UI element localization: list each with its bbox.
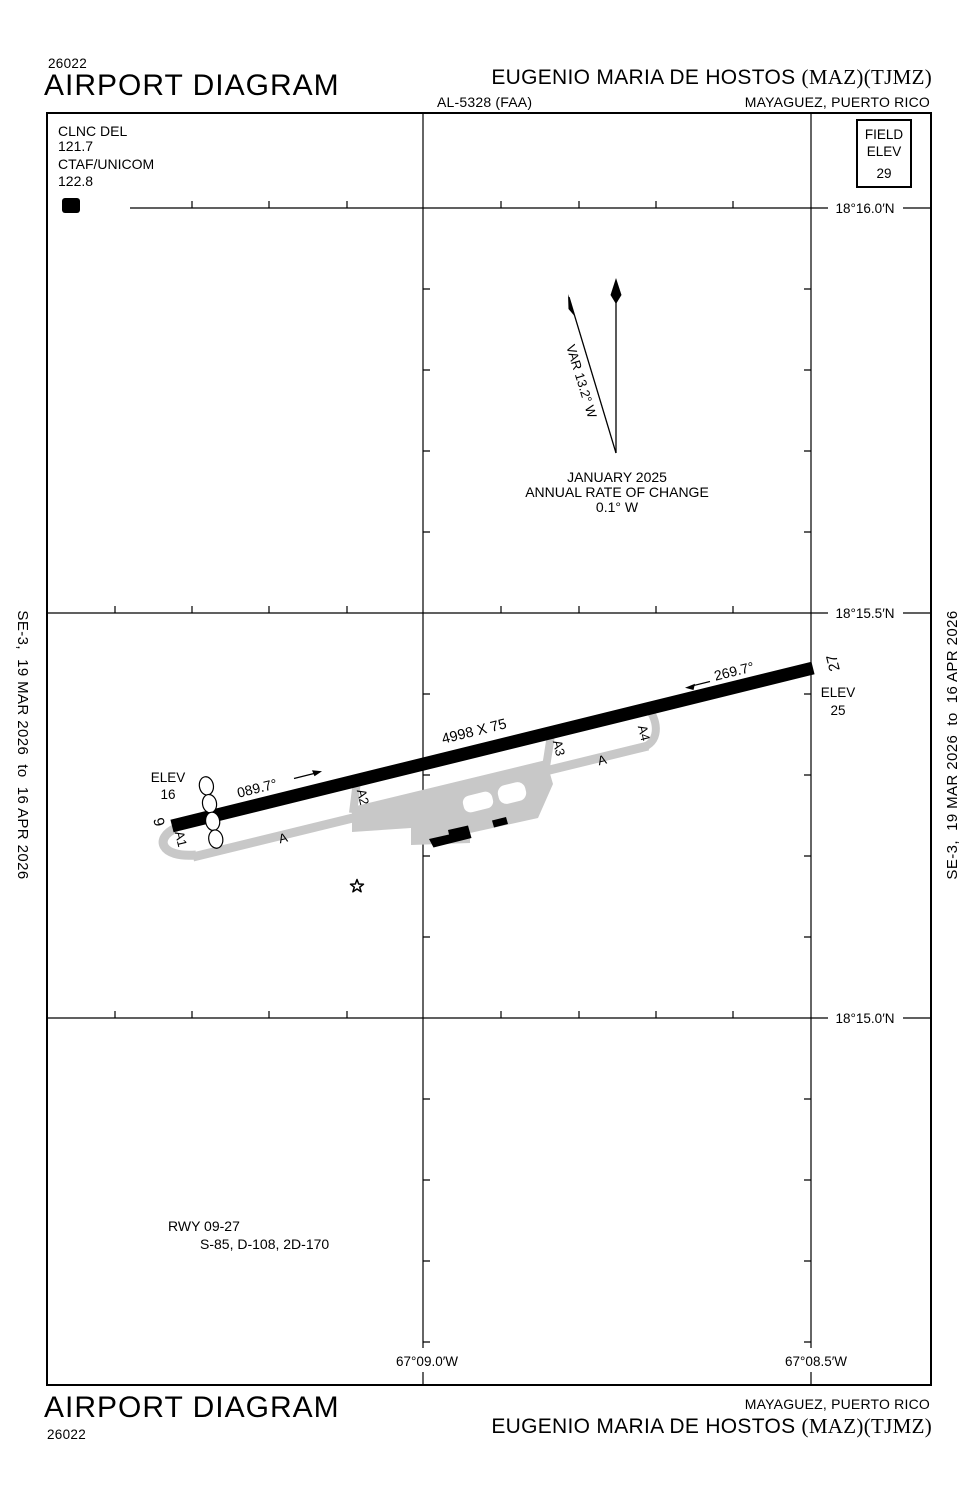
beacon-star-icon	[349, 878, 365, 893]
taxiway-label-a-west: A	[277, 830, 289, 847]
annual-rate-value: 0.1° W	[596, 499, 639, 515]
lon-label-09-0: 67°09.0′W	[396, 1354, 458, 1369]
ellipse-chain-loop	[198, 776, 215, 796]
variation-date: JANUARY 2025	[567, 469, 667, 485]
taxiway-label-a1: A1	[172, 829, 190, 848]
taxiway-a3	[542, 734, 555, 768]
runway-info-line2: S-85, D-108, 2D-170	[200, 1236, 329, 1252]
longitude-tick-marks	[423, 288, 811, 1343]
map-border	[46, 112, 932, 1386]
clearance-delivery-symbol: D	[67, 200, 76, 214]
airport-name-bottom: EUGENIO MARIA DE HOSTOS	[491, 1415, 802, 1438]
runway-number-27: 27	[823, 653, 844, 673]
lat-label-15-0: 18°15.0′N	[836, 1011, 895, 1026]
runway-info-line1: RWY 09-27	[168, 1218, 240, 1234]
clnc-del-freq: 121.7	[58, 138, 93, 154]
field-elev-value: 29	[876, 166, 891, 181]
city-top: MAYAGUEZ, PUERTO RICO	[744, 94, 930, 110]
runway-number-9: 9	[149, 816, 168, 828]
apron-island	[497, 782, 527, 804]
airport-codes-bottom: (MAZ)(TJMZ)	[801, 1414, 932, 1438]
terminal-building	[429, 825, 472, 848]
field-elev-box	[856, 119, 912, 188]
runway-09-27	[170, 661, 815, 833]
ctaf-unicom-label: CTAF/UNICOM	[58, 156, 154, 172]
clnc-del-label: CLNC DEL	[58, 123, 127, 139]
course-arrowhead-east-icon	[312, 770, 322, 777]
magnetic-north-arrowhead-icon	[568, 294, 575, 316]
ellipse-chain-symbol	[198, 776, 224, 849]
airport-title-bottom: EUGENIO MARIA DE HOSTOS (MAZ)(TJMZ)	[491, 1414, 932, 1439]
building	[492, 817, 508, 828]
chart-number-bottom: 26022	[47, 1427, 87, 1442]
elev-west-value: 16	[160, 787, 175, 802]
course-arrowhead-west-icon	[685, 683, 695, 690]
taxiway-label-a4: A4	[635, 723, 653, 742]
true-north-arrowhead-icon	[610, 278, 622, 304]
lat-label-15-5: 18°15.5′N	[836, 606, 895, 621]
elev-west-label: ELEV	[151, 770, 186, 785]
taxiway-label-a2: A2	[354, 787, 372, 806]
magnetic-north-arrow	[568, 296, 617, 454]
graticule-lines	[47, 113, 931, 1385]
airport-codes-top: (MAZ)(TJMZ)	[801, 65, 932, 89]
elev-east-label: ELEV	[821, 685, 856, 700]
taxiway-a1	[158, 823, 197, 860]
ellipse-chain-loop	[208, 829, 224, 849]
taxiway-label-a3: A3	[550, 738, 568, 757]
airport-title-top: EUGENIO MARIA DE HOSTOS (MAZ)(TJMZ)	[491, 65, 932, 90]
course-arrow-east	[293, 772, 317, 780]
page-title-top: AIRPORT DIAGRAM	[44, 69, 340, 102]
chart-number-top: 26022	[48, 56, 88, 71]
al-number: AL-5328 (FAA)	[437, 94, 533, 110]
page-title-bottom: AIRPORT DIAGRAM	[44, 1391, 340, 1424]
latitude-tick-marks	[114, 201, 734, 1018]
elev-east-value: 25	[830, 703, 845, 718]
lat-label-16-0: 18°16.0′N	[836, 201, 895, 216]
taxiway-label-a-east: A	[596, 752, 608, 769]
airport-name-top: EUGENIO MARIA DE HOSTOS	[491, 66, 802, 89]
annual-rate-label: ANNUAL RATE OF CHANGE	[525, 484, 709, 500]
field-elev-label2: ELEV	[867, 144, 902, 159]
field-elev-label1: FIELD	[865, 127, 904, 142]
ctaf-unicom-freq: 122.8	[58, 173, 93, 189]
apron-island	[462, 791, 494, 813]
clearance-delivery-box-icon	[62, 198, 80, 213]
city-bottom: MAYAGUEZ, PUERTO RICO	[744, 1396, 930, 1412]
lon-label-08-5: 67°08.5′W	[785, 1354, 847, 1369]
